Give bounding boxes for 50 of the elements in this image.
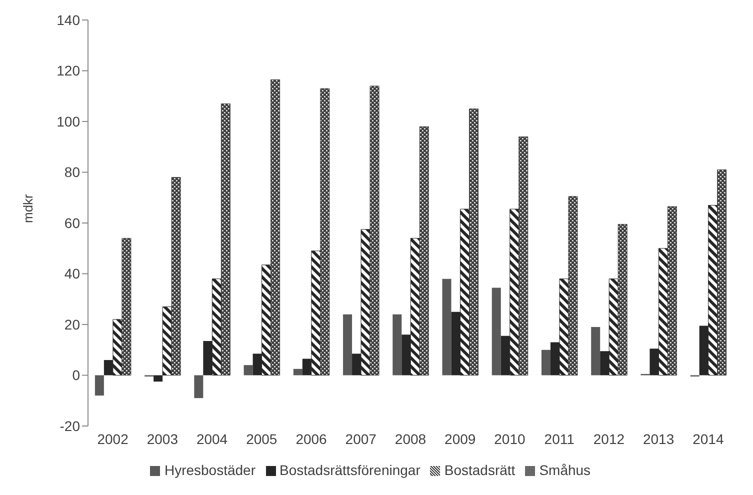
x-tick-label: 2006 [296, 430, 328, 447]
x-tick-label: 2010 [494, 430, 526, 447]
y-tick-label: 100 [56, 113, 80, 130]
legend-label: Småhus [539, 462, 591, 478]
y-tick-label: 20 [64, 316, 80, 332]
x-tick-label: 2012 [593, 430, 625, 447]
bar [194, 375, 204, 398]
bar [717, 169, 727, 376]
bar [469, 108, 479, 376]
bar [122, 238, 132, 376]
bar [293, 368, 302, 376]
x-tick-label: 2009 [444, 430, 476, 447]
bar [541, 350, 550, 376]
x-tick-label: 2014 [692, 430, 724, 447]
bar [518, 136, 528, 376]
bar [442, 278, 452, 376]
bar [392, 314, 402, 376]
bar [343, 314, 352, 376]
bar [270, 79, 280, 376]
legend-label: Bostadsrätt [444, 462, 516, 478]
y-tick-label: 140 [56, 12, 80, 28]
bar [94, 375, 104, 396]
bar [370, 86, 380, 376]
x-tick-label: 2005 [246, 430, 278, 447]
x-tick-label: 2008 [394, 430, 426, 447]
bar [244, 365, 253, 376]
bar [220, 103, 230, 376]
x-tick-label: 2004 [196, 430, 228, 447]
y-tick-label: 60 [64, 214, 80, 231]
bar [618, 224, 628, 376]
y-tick-label: 120 [56, 62, 80, 79]
bar [492, 288, 501, 376]
x-tick-label: 2003 [146, 430, 178, 447]
x-tick-label: 2013 [643, 430, 674, 447]
bar [320, 88, 330, 376]
x-tick-label: 2002 [97, 430, 129, 447]
y-tick-label: 0 [72, 367, 80, 384]
x-tick-label: 2011 [544, 430, 575, 447]
x-tick-label: 2007 [345, 430, 377, 447]
legend-label: Bostadsrättsföreningar [280, 462, 420, 478]
bar [419, 126, 429, 376]
bar [568, 196, 578, 376]
legend-label: Hyresbostäder [164, 462, 256, 478]
y-axis-title: mdkr [20, 193, 36, 223]
y-tick-label: -20 [60, 418, 80, 434]
y-tick-label: 40 [64, 266, 80, 282]
bar [591, 327, 600, 376]
bar [667, 206, 677, 376]
y-tick-label: 80 [64, 164, 80, 180]
bar [171, 177, 181, 376]
